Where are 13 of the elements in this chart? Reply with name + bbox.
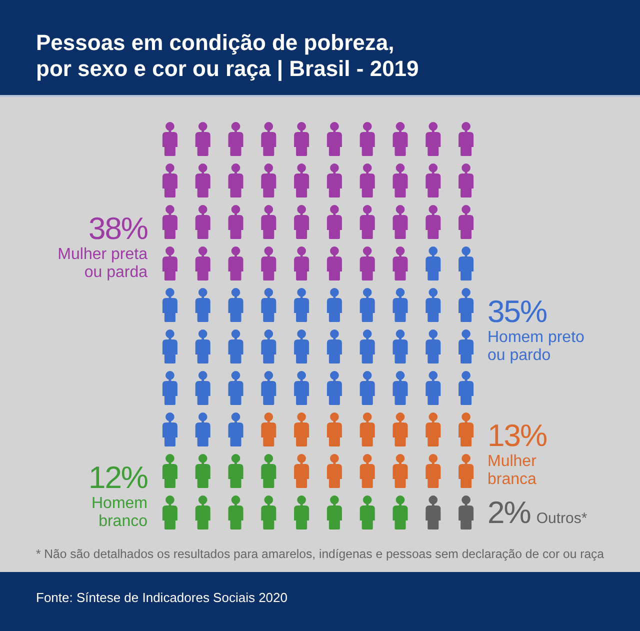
text: * Não são detalhados os resultados para amarelos, indígenas e pessoas sem declaração de cor ou raça	[34, 546, 606, 562]
data-label: 2%	[488, 494, 530, 530]
data-label: 13%	[488, 418, 548, 454]
source-note: Fonte: Síntese de Indicadores Sociais 2020	[36, 589, 288, 607]
data-label: 38%	[87, 210, 148, 246]
category-label: Mulher branca	[488, 453, 538, 490]
data-label: 12%	[87, 460, 148, 495]
category-label: Mulher preta ou parda	[56, 246, 148, 282]
text: Pessoas em condição de pobreza, por sexo e cor ou raça | Brasil - 2019	[36, 30, 419, 81]
category-label: Homem preto ou pardo	[488, 328, 586, 365]
data-label: 35%	[488, 294, 548, 329]
category-label: Homem branco	[90, 494, 148, 531]
category-label: Outros*	[536, 510, 588, 526]
